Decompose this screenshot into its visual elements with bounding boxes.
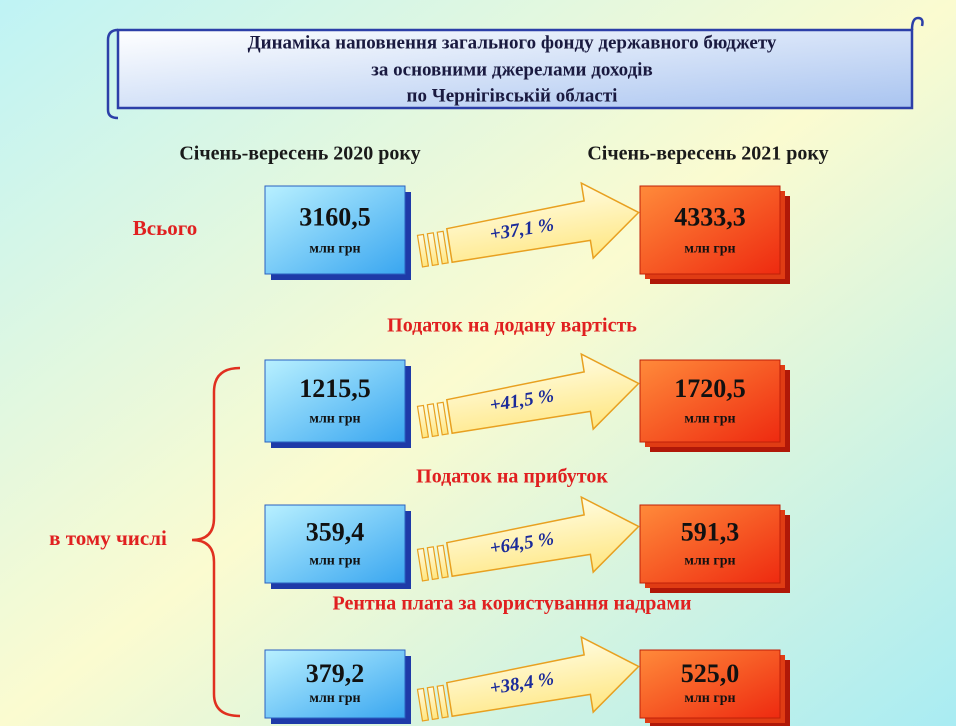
- box-after: [639, 359, 781, 443]
- arrow-stripe: [426, 403, 439, 438]
- box-before: [264, 359, 406, 443]
- arrow-stripe: [436, 684, 449, 719]
- arrow-stripe: [436, 230, 449, 265]
- value-before: 3160,5: [299, 202, 371, 231]
- arrow-stripe: [426, 232, 439, 267]
- unit: млн грн: [309, 242, 360, 257]
- unit: млн грн: [684, 691, 735, 706]
- title-line: Динаміка наповнення загального фонду дер…: [248, 32, 777, 53]
- arrow-body: [445, 635, 640, 718]
- box-after: [639, 185, 781, 275]
- period-header: Січень-вересень 2020 року: [179, 143, 420, 165]
- unit: млн грн: [684, 242, 735, 257]
- arrow-stripe: [426, 686, 439, 721]
- period-header: Січень-вересень 2021 року: [587, 143, 828, 165]
- unit: млн грн: [309, 553, 360, 568]
- box-before: [264, 504, 406, 584]
- section-label: Податок на додану вартість: [387, 315, 637, 337]
- value-after: 4333,3: [674, 202, 746, 231]
- arrow-body: [445, 181, 640, 264]
- arrow-stripe: [426, 546, 439, 581]
- section-label: Рентна плата за користування надрами: [333, 593, 692, 615]
- arrow-stripe: [416, 404, 430, 439]
- value-after: 1720,5: [674, 374, 746, 403]
- unit: млн грн: [684, 411, 735, 426]
- title-scroll: [106, 16, 924, 120]
- title-line: по Чернігівській області: [407, 85, 618, 106]
- arrow: +41,5 %: [416, 352, 640, 439]
- arrow: +64,5 %: [416, 495, 640, 582]
- box-before: [264, 185, 406, 275]
- arrow-body: [445, 495, 640, 578]
- section-label: Податок на прибуток: [416, 466, 608, 488]
- value-before: 1215,5: [299, 374, 371, 403]
- arrow: +38,4 %: [416, 635, 640, 722]
- value-after: 525,0: [681, 659, 740, 688]
- arrow: +37,1 %: [416, 181, 640, 268]
- box-after: [639, 649, 781, 719]
- value-after: 591,3: [681, 518, 740, 547]
- title-line: за основними джерелами доходів: [371, 59, 652, 80]
- value-before: 359,4: [306, 518, 365, 547]
- arrow-stripe: [416, 687, 430, 722]
- unit: млн грн: [684, 553, 735, 568]
- box-after: [639, 504, 781, 584]
- subtotal-label: в тому числі: [49, 526, 167, 550]
- unit: млн грн: [309, 691, 360, 706]
- arrow-stripe: [416, 547, 430, 582]
- box-before: [264, 649, 406, 719]
- arrow-stripe: [436, 544, 449, 579]
- value-before: 379,2: [306, 659, 365, 688]
- unit: млн грн: [309, 411, 360, 426]
- arrow-stripe: [416, 233, 430, 268]
- arrow-stripe: [436, 401, 449, 436]
- row-label: Всього: [133, 216, 197, 240]
- brace: [191, 366, 241, 718]
- arrow-body: [445, 352, 640, 435]
